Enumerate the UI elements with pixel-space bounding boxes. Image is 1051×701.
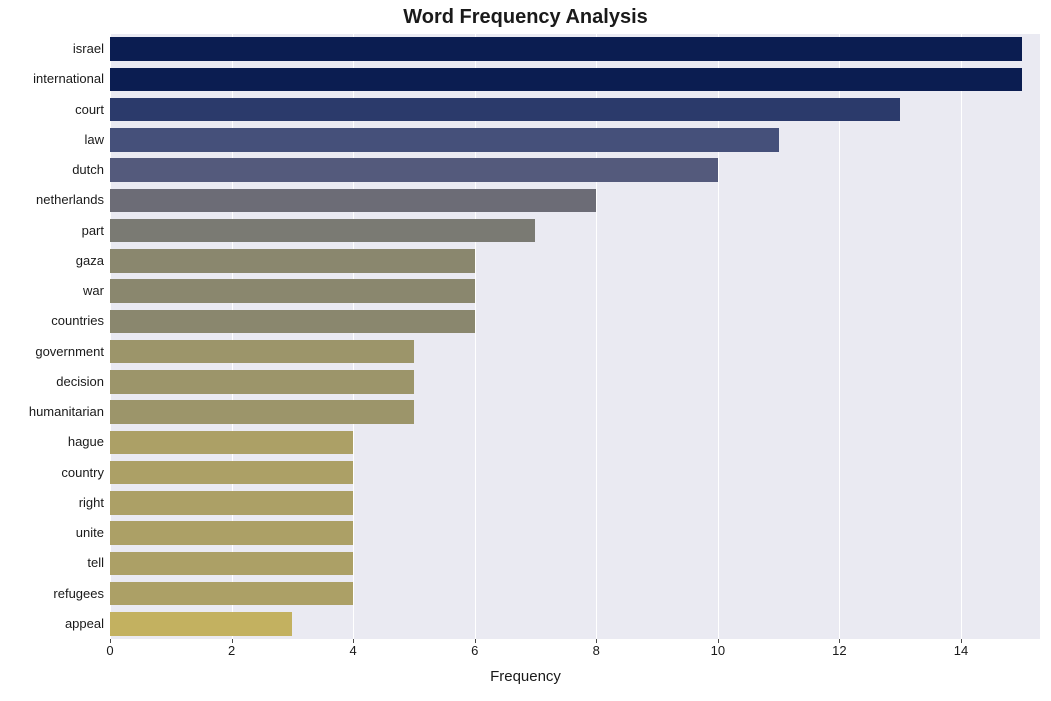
gridline: [596, 34, 597, 639]
gridline: [718, 34, 719, 639]
y-tick-label: dutch: [4, 163, 104, 177]
bar: [110, 37, 1022, 61]
x-tick-label: 4: [350, 643, 357, 658]
y-tick-label: israel: [4, 42, 104, 56]
y-tick-label: unite: [4, 526, 104, 540]
bar: [110, 189, 596, 213]
bar: [110, 68, 1022, 92]
gridline: [475, 34, 476, 639]
bar: [110, 582, 353, 606]
y-tick-label: government: [4, 345, 104, 359]
x-tick-mark: [110, 639, 111, 643]
y-tick-label: netherlands: [4, 193, 104, 207]
bar: [110, 552, 353, 576]
x-tick-mark: [961, 639, 962, 643]
gridline: [232, 34, 233, 639]
bar: [110, 249, 475, 273]
x-tick-label: 10: [711, 643, 725, 658]
y-tick-label: part: [4, 224, 104, 238]
bar: [110, 310, 475, 334]
gridline: [353, 34, 354, 639]
x-tick-mark: [475, 639, 476, 643]
x-tick-label: 8: [593, 643, 600, 658]
x-tick-label: 12: [832, 643, 846, 658]
gridline: [961, 34, 962, 639]
plot-area: [110, 34, 1040, 639]
bar: [110, 521, 353, 545]
y-tick-label: hague: [4, 435, 104, 449]
x-tick-mark: [596, 639, 597, 643]
x-axis-label: Frequency: [0, 668, 1051, 685]
y-tick-label: tell: [4, 556, 104, 570]
bar: [110, 370, 414, 394]
bar: [110, 491, 353, 515]
x-tick-mark: [232, 639, 233, 643]
y-tick-label: international: [4, 72, 104, 86]
chart-container: Word Frequency Analysis Frequency 0 2 4 6 8 1…: [0, 0, 1051, 701]
x-tick-label: 0: [106, 643, 113, 658]
y-tick-label: countries: [4, 314, 104, 328]
bar: [110, 158, 718, 182]
bar: [110, 128, 779, 152]
chart-title: Word Frequency Analysis: [0, 6, 1051, 29]
bar: [110, 340, 414, 364]
y-tick-label: law: [4, 133, 104, 147]
bar: [110, 98, 900, 122]
bar: [110, 400, 414, 424]
x-tick-mark: [353, 639, 354, 643]
bar: [110, 461, 353, 485]
x-tick-label: 14: [954, 643, 968, 658]
y-tick-label: appeal: [4, 617, 104, 631]
bar: [110, 612, 292, 636]
x-tick-mark: [718, 639, 719, 643]
y-tick-label: decision: [4, 375, 104, 389]
y-tick-label: right: [4, 496, 104, 510]
x-tick-label: 6: [471, 643, 478, 658]
y-tick-label: gaza: [4, 254, 104, 268]
gridline: [110, 34, 111, 639]
bar: [110, 219, 535, 243]
x-tick-mark: [839, 639, 840, 643]
y-tick-label: refugees: [4, 587, 104, 601]
bar: [110, 279, 475, 303]
x-tick-label: 2: [228, 643, 235, 658]
y-tick-label: court: [4, 103, 104, 117]
bar: [110, 431, 353, 455]
y-tick-label: war: [4, 284, 104, 298]
y-tick-label: country: [4, 466, 104, 480]
gridline: [839, 34, 840, 639]
y-tick-label: humanitarian: [4, 405, 104, 419]
